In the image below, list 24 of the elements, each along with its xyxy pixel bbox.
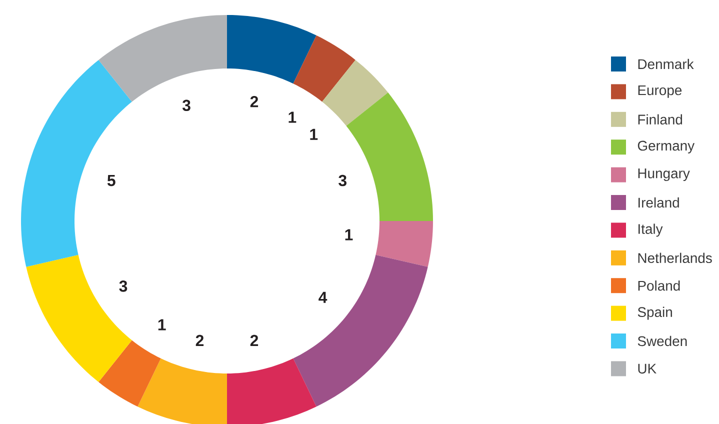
data-label: 2 [250,96,258,108]
data-label: 3 [182,100,190,112]
data-label: 2 [250,334,258,346]
data-label: 5 [107,174,116,186]
data-label: 3 [119,280,128,292]
legend-label: Europe [638,85,682,98]
data-label: 4 [318,292,328,303]
legend-label: UK [638,364,656,374]
legend-label: Germany [638,140,695,154]
legend-label: Sweden [638,336,687,346]
legend-label: Spain [638,306,672,320]
legend-label: Netherlands [638,252,712,264]
data-label: 3 [338,174,346,186]
legend-label: Denmark [638,58,694,70]
data-label: 2 [196,334,204,346]
legend-label: Poland [638,280,680,291]
legend-label: Finland [638,114,682,125]
legend-label: Italy [638,224,663,237]
data-label: 1 [345,229,353,240]
data-label: 1 [288,112,296,123]
data-label: 1 [310,128,318,140]
data-label: 1 [158,319,166,330]
legend-label: Ireland [638,197,679,208]
legend-label: Hungary [638,168,690,182]
